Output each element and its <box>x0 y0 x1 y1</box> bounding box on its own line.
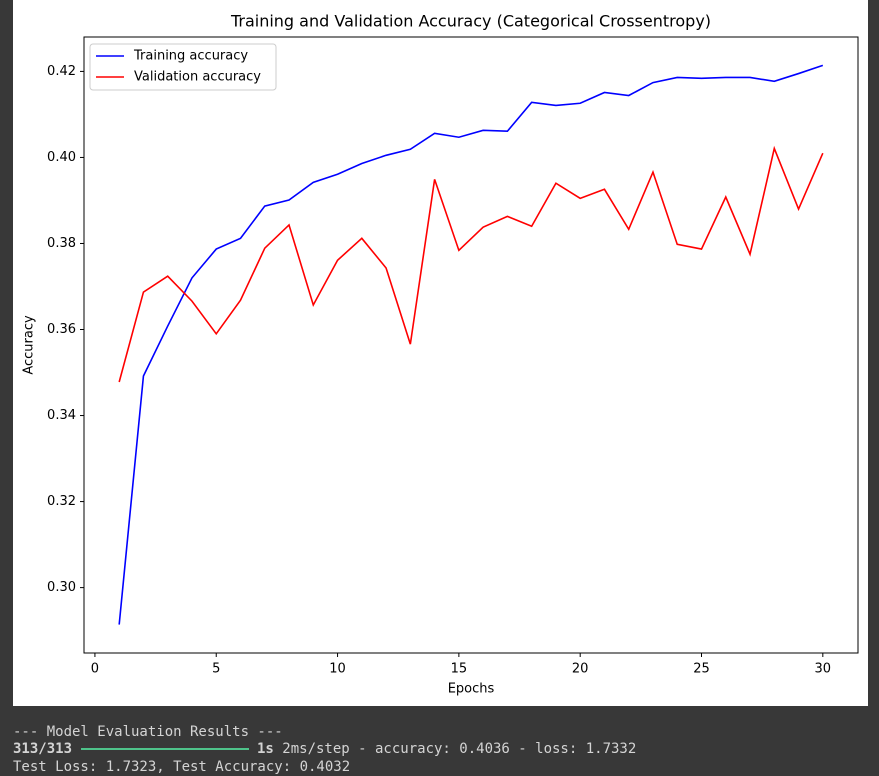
x-tick-label: 25 <box>693 662 710 677</box>
console-time: 1s <box>257 741 274 757</box>
x-tick-label: 15 <box>451 662 468 677</box>
x-tick-label: 10 <box>329 662 346 677</box>
x-tick-label: 30 <box>815 662 832 677</box>
y-tick-label: 0.40 <box>47 150 76 165</box>
axes-frame <box>83 36 859 654</box>
x-tick-label: 5 <box>212 662 220 677</box>
legend-label: Validation accuracy <box>134 70 261 85</box>
y-tick-label: 0.34 <box>47 408 76 423</box>
console-result: Test Loss: 1.7323, Test Accuracy: 0.4032 <box>13 759 350 775</box>
console-step: 2ms/step - accuracy: 0.4036 - loss: 1.73… <box>274 741 636 757</box>
y-tick-label: 0.42 <box>47 64 76 79</box>
x-tick-label: 0 <box>91 662 99 677</box>
console-progress: 313/313 <box>13 741 72 757</box>
console-details: 1s 2ms/step - accuracy: 0.4036 - loss: 1… <box>257 741 636 757</box>
plot: 0.30 0.32 0.34 0.36 0.38 0.40 0.42 0 5 10 15 20 25 30… <box>47 36 859 677</box>
y-tick-label: 0.30 <box>47 580 76 595</box>
figure <box>13 0 868 706</box>
chart-title: Training and Validation Accuracy (Catego… <box>230 12 711 31</box>
y-tick-label: 0.32 <box>47 494 76 509</box>
y-tick-label: 0.36 <box>47 322 76 337</box>
series-line <box>118 64 824 625</box>
x-axis-label: Epochs <box>448 682 495 697</box>
y-axis-label: Accuracy <box>22 315 37 375</box>
legend-box <box>89 43 277 91</box>
y-tick-label: 0.38 <box>47 236 76 251</box>
series-line <box>118 145 824 383</box>
legend-label: Training accuracy <box>133 49 248 64</box>
x-tick-label: 20 <box>572 662 589 677</box>
console-header: --- Model Evaluation Results --- <box>13 724 283 740</box>
